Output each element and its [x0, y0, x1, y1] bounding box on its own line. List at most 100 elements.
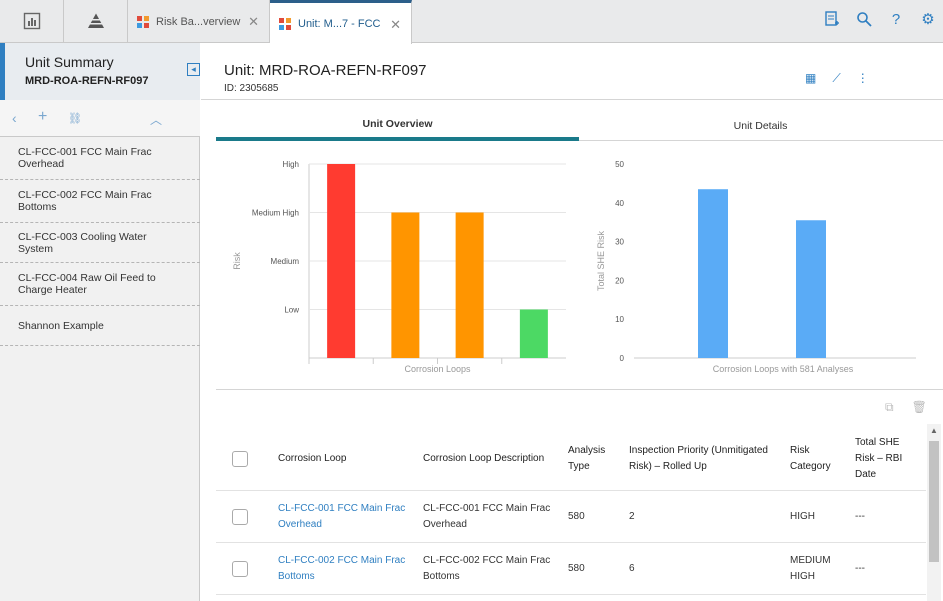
- trend-icon[interactable]: ⟋: [832, 71, 841, 85]
- sidebar-header: Unit Summary MRD-ROA-REFN-RF097 ◂: [0, 43, 200, 100]
- priority-cell: 6: [629, 562, 635, 574]
- she-risk-bar: [796, 220, 826, 358]
- sidebar-subtitle: MRD-ROA-REFN-RF097: [25, 75, 149, 87]
- divider: [216, 389, 943, 390]
- link-icon[interactable]: ⛓: [68, 113, 82, 125]
- table-scrollbar[interactable]: ▲: [927, 424, 941, 601]
- select-all-checkbox[interactable]: [232, 450, 248, 467]
- sidebar-list: CL-FCC-001 FCC Main Frac Overhead CL-FCC…: [0, 137, 200, 346]
- new-query-icon[interactable]: [823, 11, 841, 29]
- sidebar-toolbar: ‹ + ⛓ ︿: [0, 100, 200, 137]
- she-risk-bar: [698, 189, 728, 358]
- y-tick-label: 20: [615, 276, 624, 285]
- she-risk-cell: ---: [855, 562, 865, 574]
- add-icon[interactable]: +: [38, 108, 48, 125]
- close-icon[interactable]: ✕: [248, 14, 259, 29]
- y-tick-label: 10: [615, 315, 624, 324]
- sidebar-item-label: CL-FCC-003 Cooling Water System: [18, 230, 147, 255]
- sidebar-item-label: CL-FCC-004 Raw Oil Feed to Charge Heater: [18, 272, 156, 296]
- risk-app-icon: [137, 15, 149, 28]
- chevron-up-icon[interactable]: ︿: [150, 113, 163, 127]
- more-options-icon[interactable]: ⋮: [856, 71, 869, 85]
- table-row: CL-FCC-002 FCC Main Frac Bottoms CL-FCC-…: [216, 543, 926, 595]
- column-header-analysis-type[interactable]: Analysis Type: [568, 444, 606, 472]
- y-axis-label: Total SHE Risk: [596, 230, 606, 291]
- collapse-sidebar-icon[interactable]: ◂: [187, 63, 200, 76]
- column-header-corrosion-loop[interactable]: Corrosion Loop: [278, 452, 347, 464]
- table-header-row: Corrosion Loop Corrosion Loop Descriptio…: [216, 427, 926, 491]
- search-icon[interactable]: [855, 11, 873, 29]
- corrosion-loop-link[interactable]: CL-FCC-001 FCC Main Frac Overhead: [278, 502, 406, 530]
- column-header-description[interactable]: Corrosion Loop Description: [423, 452, 545, 464]
- sidebar-title: Unit Summary: [25, 54, 114, 70]
- y-tick-label: High: [283, 160, 299, 169]
- priority-cell: 2: [629, 510, 635, 522]
- scroll-up-icon[interactable]: ▲: [930, 426, 938, 435]
- tab-label: Unit: M...7 - FCC: [298, 17, 381, 30]
- analysis-type-cell: 580: [568, 510, 585, 522]
- top-toolbar: ? ⚙: [823, 11, 937, 29]
- table-toolbar: ⧉ 🗑: [885, 400, 927, 415]
- x-axis-label: Corrosion Loops: [404, 364, 471, 374]
- y-tick-label: Medium High: [252, 209, 299, 218]
- tab-label: Risk Ba...verview: [156, 15, 241, 28]
- sidebar-item-shannon-example[interactable]: Shannon Example: [0, 306, 200, 346]
- x-axis-label: Corrosion Loops with 581 Analyses: [713, 364, 854, 374]
- column-header-total-she-risk[interactable]: Total SHE Risk – RBI Date: [855, 436, 903, 480]
- settings-icon[interactable]: ⚙: [921, 11, 935, 28]
- sidebar-item-cl-fcc-003[interactable]: CL-FCC-003 Cooling Water System: [0, 223, 200, 263]
- tab-risk-overview[interactable]: Risk Ba...verview ✕: [128, 0, 270, 43]
- hierarchy-nav-button[interactable]: [64, 0, 128, 42]
- tab-unit[interactable]: Unit: M...7 - FCC ✕: [270, 0, 412, 44]
- she-risk-cell: ---: [855, 510, 865, 522]
- row-checkbox[interactable]: [232, 508, 248, 525]
- corrosion-loop-link[interactable]: CL-FCC-002 FCC Main Frac Bottoms: [278, 554, 406, 582]
- risk-bar: [519, 309, 548, 358]
- main-content: Unit: MRD-ROA-REFN-RF097 ID: 2305685 ▦ ⟋…: [201, 43, 943, 601]
- sidebar-item-cl-fcc-001[interactable]: CL-FCC-001 FCC Main Frac Overhead: [0, 137, 200, 180]
- close-icon[interactable]: ✕: [390, 17, 401, 32]
- divider: [201, 99, 943, 100]
- sidebar: Unit Summary MRD-ROA-REFN-RF097 ◂ ‹ + ⛓ …: [0, 43, 200, 601]
- row-checkbox[interactable]: [232, 560, 248, 577]
- y-tick-label: 50: [615, 160, 624, 169]
- back-icon[interactable]: ‹: [12, 110, 17, 126]
- sidebar-item-label: CL-FCC-002 FCC Main Frac Bottoms: [18, 189, 152, 213]
- record-id: ID: 2305685: [224, 83, 279, 94]
- y-tick-label: 30: [615, 238, 624, 247]
- risk-bar: [455, 212, 484, 358]
- y-tick-label: 40: [615, 199, 624, 208]
- record-toolbar: ▦ ⟋ ⋮: [805, 71, 869, 86]
- unit-tabs: Unit Overview Unit Details: [216, 111, 943, 141]
- risk-bar: [327, 164, 356, 358]
- sidebar-item-cl-fcc-002[interactable]: CL-FCC-002 FCC Main Frac Bottoms: [0, 180, 200, 223]
- add-to-query-icon[interactable]: ⧉: [885, 400, 894, 414]
- description-cell: CL-FCC-002 FCC Main Frac Bottoms: [423, 554, 551, 582]
- scrollbar-thumb[interactable]: [929, 441, 939, 562]
- y-tick-label: Low: [284, 306, 299, 315]
- risk-category-cell: HIGH: [790, 510, 815, 522]
- y-tick-label: 0: [620, 354, 625, 363]
- description-cell: CL-FCC-001 FCC Main Frac Overhead: [423, 502, 551, 530]
- page-title: Unit: MRD-ROA-REFN-RF097: [224, 62, 427, 79]
- dashboard-icon: [23, 12, 40, 30]
- corrosion-loop-table: Corrosion Loop Corrosion Loop Descriptio…: [216, 427, 926, 595]
- tab-unit-details[interactable]: Unit Details: [733, 120, 788, 132]
- sidebar-item-label: Shannon Example: [18, 319, 104, 332]
- analysis-type-cell: 580: [568, 562, 585, 574]
- sidebar-item-cl-fcc-004[interactable]: CL-FCC-004 Raw Oil Feed to Charge Heater: [0, 263, 200, 306]
- calculator-icon[interactable]: ▦: [805, 71, 817, 85]
- tab-unit-overview[interactable]: Unit Overview: [216, 111, 579, 141]
- dashboard-nav-button[interactable]: [0, 0, 64, 42]
- charts-area: Low Medium Medium High High Corrosion Loops R…: [232, 160, 916, 374]
- risk-app-icon: [279, 17, 291, 30]
- y-axis-label: Risk: [232, 252, 242, 270]
- top-bar: Risk Ba...verview ✕ Unit: M...7 - FCC ✕ …: [0, 0, 943, 44]
- sidebar-item-label: CL-FCC-001 FCC Main Frac Overhead: [18, 146, 152, 170]
- pyramid-icon: [87, 13, 104, 28]
- column-header-inspection-priority[interactable]: Inspection Priority (Unmitigated Risk) –…: [629, 444, 768, 472]
- help-icon[interactable]: ?: [891, 11, 901, 28]
- delete-icon[interactable]: 🗑: [911, 400, 927, 414]
- y-tick-label: Medium: [271, 257, 300, 266]
- column-header-risk-category[interactable]: Risk Category: [790, 444, 831, 472]
